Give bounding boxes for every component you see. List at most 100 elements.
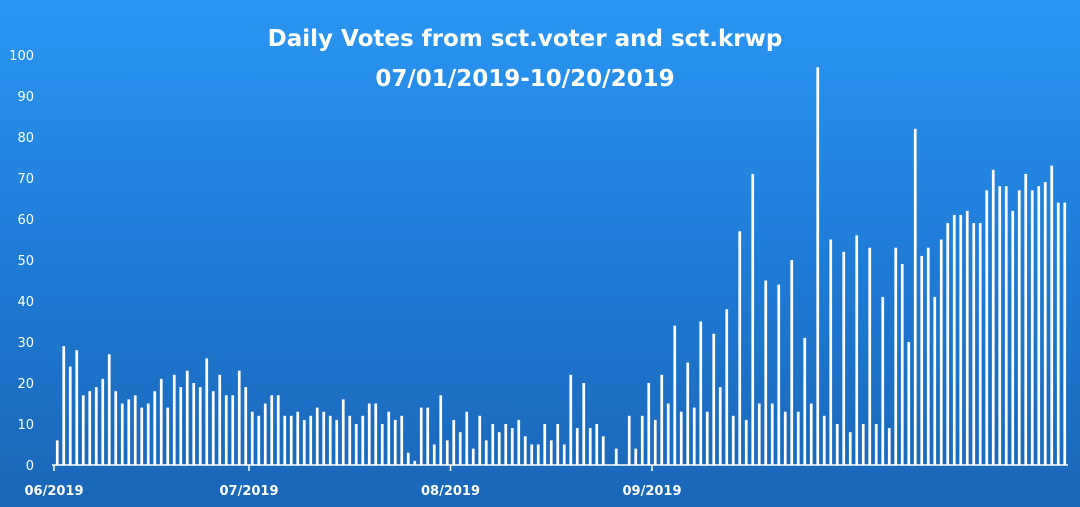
bar xyxy=(653,419,657,465)
bar xyxy=(887,428,891,465)
bar xyxy=(874,424,878,465)
y-tick-label: 80 xyxy=(17,131,34,146)
bar xyxy=(387,411,391,465)
bar xyxy=(445,440,449,465)
bar xyxy=(881,296,885,465)
bar xyxy=(582,383,586,465)
bar xyxy=(1030,190,1034,466)
bar xyxy=(855,235,859,465)
bar xyxy=(848,432,852,465)
bar xyxy=(146,403,150,465)
bar xyxy=(1056,202,1060,465)
bar xyxy=(276,395,280,465)
bar xyxy=(692,407,696,465)
bar xyxy=(439,395,443,465)
bar xyxy=(302,419,306,465)
bar xyxy=(159,378,163,465)
x-tick-label: 06/2019 xyxy=(24,484,83,499)
bar xyxy=(172,374,176,465)
bar xyxy=(257,415,261,465)
bar xyxy=(289,415,293,465)
bar xyxy=(413,460,417,465)
bar xyxy=(68,366,72,465)
bar xyxy=(796,411,800,465)
bar xyxy=(816,67,820,466)
bar xyxy=(510,428,514,465)
bar xyxy=(322,411,326,465)
bar xyxy=(920,255,924,465)
bar xyxy=(868,247,872,465)
bar xyxy=(647,383,651,465)
bar xyxy=(660,374,664,465)
bar xyxy=(725,309,729,465)
bar xyxy=(140,407,144,465)
bar xyxy=(770,403,774,465)
bar xyxy=(237,370,241,465)
bar xyxy=(166,407,170,465)
bar xyxy=(569,374,573,465)
bar xyxy=(270,395,274,465)
bar xyxy=(946,223,950,465)
bar xyxy=(959,214,963,465)
bar xyxy=(465,411,469,465)
bar xyxy=(341,399,345,465)
bar xyxy=(263,403,267,465)
bar xyxy=(120,403,124,465)
bar xyxy=(822,415,826,465)
bar xyxy=(62,346,66,465)
bar xyxy=(666,403,670,465)
y-axis-ticks: 0 10 20 30 40 50 60 70 80 90 100 xyxy=(9,49,34,474)
bar xyxy=(107,354,111,465)
bar xyxy=(556,424,560,465)
y-tick-label: 50 xyxy=(17,254,34,269)
bar xyxy=(894,247,898,465)
bar xyxy=(81,395,85,465)
bar xyxy=(731,415,735,465)
y-tick-label: 70 xyxy=(17,172,34,187)
bar xyxy=(484,440,488,465)
bar xyxy=(998,186,1002,465)
bar xyxy=(673,325,677,465)
bar xyxy=(601,436,605,465)
bar xyxy=(965,210,969,465)
bar xyxy=(972,223,976,465)
bar xyxy=(835,424,839,465)
bar xyxy=(309,415,313,465)
bar xyxy=(588,428,592,465)
bar xyxy=(705,411,709,465)
bar xyxy=(790,260,794,465)
bar xyxy=(205,358,209,465)
bar xyxy=(328,415,332,465)
bar xyxy=(1037,186,1041,465)
bar xyxy=(185,370,189,465)
bar xyxy=(939,239,943,465)
bar xyxy=(114,391,118,465)
bar xyxy=(504,424,508,465)
bar xyxy=(699,321,703,465)
bar xyxy=(244,387,248,465)
bar xyxy=(153,391,157,465)
bar xyxy=(991,169,995,466)
bar xyxy=(634,448,638,465)
bar xyxy=(712,333,716,465)
bar xyxy=(640,415,644,465)
bar xyxy=(1024,173,1028,465)
bar xyxy=(985,190,989,466)
bar xyxy=(829,239,833,465)
bar xyxy=(250,411,254,465)
bar xyxy=(536,444,540,465)
x-tick-label: 08/2019 xyxy=(421,484,480,499)
bar xyxy=(192,383,196,465)
bar xyxy=(361,415,365,465)
bar xyxy=(757,403,761,465)
bars xyxy=(55,67,1067,466)
x-tick-label: 07/2019 xyxy=(219,484,278,499)
bar xyxy=(523,436,527,465)
bar xyxy=(738,231,742,465)
bar xyxy=(900,264,904,465)
bar xyxy=(179,387,183,465)
y-tick-label: 10 xyxy=(17,418,34,433)
y-tick-label: 0 xyxy=(26,459,34,474)
bar xyxy=(374,403,378,465)
bar xyxy=(1063,202,1067,465)
